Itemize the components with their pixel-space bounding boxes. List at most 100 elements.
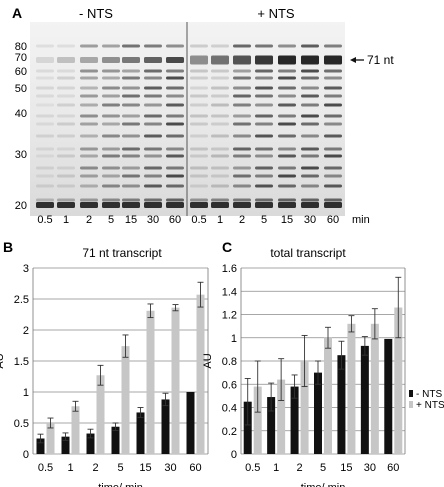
gel-band xyxy=(255,166,273,170)
panel-b-letter: B xyxy=(3,239,13,255)
lane-time-label: 60 xyxy=(327,214,339,226)
panel-a-letter: A xyxy=(12,5,22,21)
gel-band xyxy=(278,166,296,170)
gel-band xyxy=(190,154,208,158)
bar xyxy=(337,355,346,454)
gel-band xyxy=(36,166,54,170)
gel-condition-right: + NTS xyxy=(257,6,295,21)
size-marker-label: 70 xyxy=(15,52,27,64)
y-tick-label: 2 xyxy=(23,325,29,337)
gel-band xyxy=(278,154,296,158)
gel-band xyxy=(324,174,342,178)
gel-band xyxy=(324,134,342,138)
gel-band xyxy=(122,202,140,208)
gel-band xyxy=(102,86,120,90)
x-tick-label: 2 xyxy=(297,462,303,474)
gel-band xyxy=(278,147,296,151)
chart-b-title: 71 nt transcript xyxy=(82,246,162,260)
gel-band xyxy=(36,114,54,118)
gel-band xyxy=(301,86,319,90)
gel-band xyxy=(190,122,208,126)
gel-band xyxy=(102,147,120,151)
gel-band xyxy=(301,174,319,178)
gel-band xyxy=(190,134,208,138)
gel-band xyxy=(301,134,319,138)
gel-band xyxy=(278,184,296,188)
y-tick-label: 1.6 xyxy=(222,263,237,275)
x-tick-label: 30 xyxy=(364,462,376,474)
y-tick-label: 0.5 xyxy=(14,418,29,430)
gel-band xyxy=(36,134,54,138)
gel-band xyxy=(301,202,319,208)
gel-band xyxy=(211,174,229,178)
gel-band xyxy=(278,86,296,90)
gel-band xyxy=(57,147,75,151)
gel-band xyxy=(57,86,75,90)
gel-band xyxy=(255,202,273,208)
lane-time-label: 2 xyxy=(86,214,92,226)
gel-band xyxy=(102,166,120,170)
y-tick-label: 0 xyxy=(231,449,237,461)
gel-band xyxy=(324,122,342,126)
gel-band xyxy=(122,57,140,63)
gel-band xyxy=(233,94,251,98)
gel-band xyxy=(36,154,54,158)
y-tick-label: 1 xyxy=(231,333,237,345)
gel-band xyxy=(190,174,208,178)
gel-band xyxy=(57,184,75,188)
y-axis-label: AU xyxy=(0,353,6,368)
gel-band xyxy=(80,114,98,118)
gel-band xyxy=(233,134,251,138)
gel-band xyxy=(80,69,98,73)
gel-band xyxy=(233,198,251,202)
gel-band xyxy=(211,202,229,208)
gel-band xyxy=(80,57,98,63)
gel-band xyxy=(144,94,162,98)
gel-band xyxy=(166,57,184,63)
gel-band xyxy=(166,122,184,126)
lane-time-label: 1 xyxy=(217,214,223,226)
gel-band xyxy=(102,202,120,208)
gel-band xyxy=(36,57,54,63)
bar xyxy=(277,379,286,454)
gel-band xyxy=(324,114,342,118)
gel-band xyxy=(122,147,140,151)
lane-time-label: 30 xyxy=(304,214,316,226)
gel-band xyxy=(255,76,273,80)
gel-band xyxy=(190,86,208,90)
y-tick-label: 0.2 xyxy=(222,426,237,438)
bar xyxy=(86,433,95,454)
y-tick-label: 1.4 xyxy=(222,286,237,298)
gel-band xyxy=(102,174,120,178)
gel-band xyxy=(278,134,296,138)
gel-band xyxy=(301,55,319,65)
arrow-71nt xyxy=(350,57,364,63)
gel-band xyxy=(122,122,140,126)
gel-band xyxy=(102,103,120,107)
bar xyxy=(121,346,130,454)
y-axis-label: AU xyxy=(202,353,214,368)
gel-band xyxy=(233,166,251,170)
gel-band xyxy=(57,202,75,208)
bar xyxy=(71,406,80,454)
gel-band xyxy=(233,55,251,65)
gel-band xyxy=(233,76,251,80)
gel-band xyxy=(278,174,296,178)
y-tick-label: 2.5 xyxy=(14,294,29,306)
legend-label-plus: + NTS xyxy=(416,400,444,411)
lane-time-label: 2 xyxy=(239,214,245,226)
gel-band xyxy=(190,76,208,80)
gel-band xyxy=(324,103,342,107)
gel-band xyxy=(255,184,273,188)
gel-band xyxy=(80,198,98,202)
gel-band xyxy=(324,86,342,90)
gel-band xyxy=(144,69,162,73)
gel-band xyxy=(122,198,140,202)
size-marker-label: 40 xyxy=(15,108,27,120)
gel-band xyxy=(57,114,75,118)
gel-band xyxy=(57,154,75,158)
gel-band xyxy=(301,122,319,126)
bar xyxy=(243,401,252,454)
gel-band xyxy=(144,198,162,202)
gel-band xyxy=(57,198,75,202)
